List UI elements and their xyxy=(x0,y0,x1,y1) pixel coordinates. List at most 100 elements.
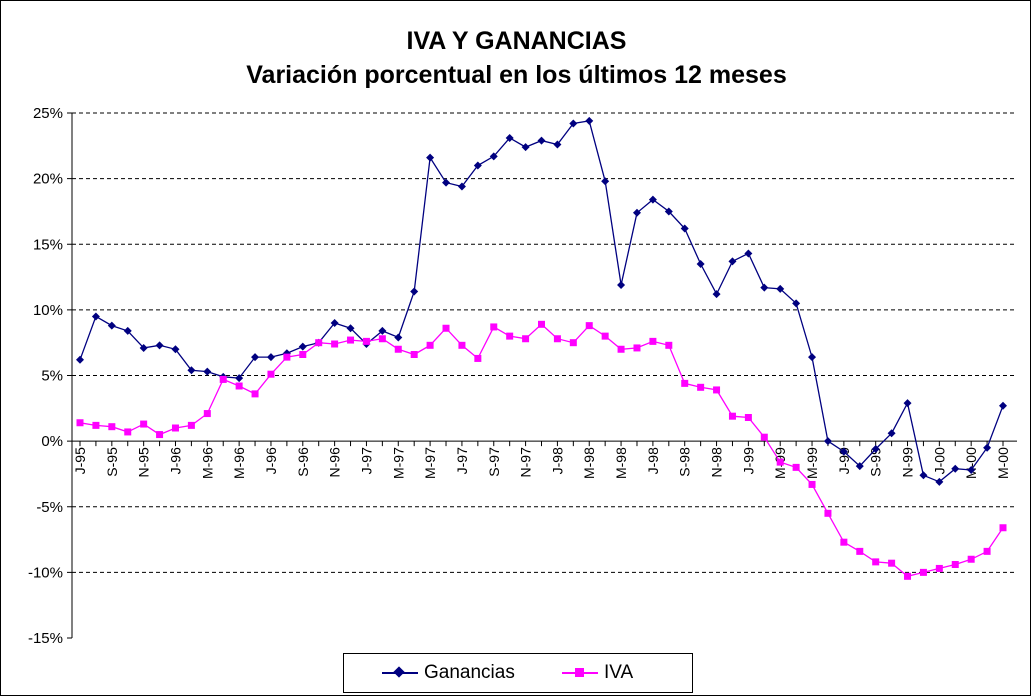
x-tick-label: M-96 xyxy=(231,447,247,479)
data-point-ganancias xyxy=(617,280,626,289)
data-point-ganancias xyxy=(473,161,482,170)
data-point-iva xyxy=(824,509,832,517)
data-point-iva xyxy=(569,339,577,347)
data-point-iva xyxy=(442,324,450,332)
data-point-ganancias xyxy=(139,343,148,352)
data-point-iva xyxy=(808,480,816,488)
data-point-ganancias xyxy=(378,326,387,335)
y-tick-label: 10% xyxy=(33,302,63,319)
data-point-ganancias xyxy=(855,462,864,471)
x-tick-label: S-97 xyxy=(486,447,502,477)
data-point-iva xyxy=(697,383,705,391)
data-point-ganancias xyxy=(808,353,817,362)
chart-title: IVA Y GANANCIAS xyxy=(406,27,627,55)
data-point-iva xyxy=(601,332,609,340)
x-tick-label: J-00 xyxy=(931,447,947,474)
data-point-ganancias xyxy=(744,249,753,258)
legend-label-ganancias: Ganancias xyxy=(424,662,515,683)
data-point-iva xyxy=(76,419,84,427)
data-point-iva xyxy=(267,370,275,378)
data-point-iva xyxy=(792,463,800,471)
x-tick-label: J-96 xyxy=(263,447,279,474)
data-point-iva xyxy=(315,339,323,347)
data-point-iva xyxy=(999,524,1007,532)
data-point-ganancias xyxy=(983,443,992,452)
data-point-iva xyxy=(919,568,927,576)
x-tick-label: M-98 xyxy=(613,447,629,479)
data-point-ganancias xyxy=(537,136,546,145)
chart-subtitle: Variación porcentual en los últimos 12 m… xyxy=(246,61,787,89)
data-point-ganancias xyxy=(903,399,912,408)
legend-item-iva: IVA xyxy=(562,662,633,684)
data-point-ganancias xyxy=(680,224,689,233)
data-point-iva xyxy=(760,433,768,441)
x-tick-label: M-00 xyxy=(963,447,979,479)
data-point-iva xyxy=(872,558,880,566)
data-point-iva xyxy=(935,564,943,572)
data-point-iva xyxy=(124,428,132,436)
data-point-ganancias xyxy=(569,119,578,128)
data-point-iva xyxy=(681,379,689,387)
data-point-ganancias xyxy=(171,345,180,354)
data-point-iva xyxy=(251,390,259,398)
data-point-iva xyxy=(649,337,657,345)
data-point-ganancias xyxy=(601,177,610,186)
data-point-iva xyxy=(904,572,912,580)
data-point-ganancias xyxy=(521,143,530,152)
data-point-ganancias xyxy=(457,182,466,191)
data-point-iva xyxy=(840,538,848,546)
y-tick-label: 25% xyxy=(33,105,63,122)
data-point-iva xyxy=(713,386,721,394)
data-point-ganancias xyxy=(266,353,275,362)
x-tick-label: M-98 xyxy=(581,447,597,479)
data-point-iva xyxy=(347,336,355,344)
data-point-iva xyxy=(585,322,593,330)
legend-swatch-ganancias xyxy=(382,663,418,683)
data-point-ganancias xyxy=(919,471,928,480)
x-tick-label: J-97 xyxy=(454,447,470,474)
x-tick-label: N-95 xyxy=(136,447,152,478)
data-point-iva xyxy=(410,351,418,358)
legend-item-ganancias: Ganancias xyxy=(382,662,515,684)
x-tick-label: S-95 xyxy=(104,447,120,477)
data-point-ganancias xyxy=(91,312,100,321)
data-point-iva xyxy=(219,375,227,383)
data-point-iva xyxy=(728,412,736,420)
x-tick-label: J-96 xyxy=(167,447,183,474)
data-point-ganancias xyxy=(123,326,132,335)
data-point-iva xyxy=(522,335,530,343)
data-point-iva xyxy=(108,423,116,431)
data-point-iva xyxy=(474,354,482,362)
data-point-ganancias xyxy=(298,342,307,351)
x-tick-label: J-99 xyxy=(836,447,852,474)
data-point-iva xyxy=(490,323,498,331)
x-tick-label: M-99 xyxy=(804,447,820,479)
data-point-ganancias xyxy=(155,341,164,350)
data-point-ganancias xyxy=(776,284,785,293)
data-point-ganancias xyxy=(696,259,705,268)
data-point-iva xyxy=(458,341,466,349)
data-point-ganancias xyxy=(410,287,419,296)
data-point-iva xyxy=(283,353,291,361)
data-point-iva xyxy=(426,341,434,349)
x-tick-label: M-97 xyxy=(390,447,406,479)
x-tick-label: J-97 xyxy=(358,447,374,474)
x-tick-label: S-99 xyxy=(868,447,884,477)
data-point-ganancias xyxy=(76,355,84,364)
data-point-ganancias xyxy=(585,116,594,125)
x-tick-label: N-97 xyxy=(518,447,534,478)
data-point-ganancias xyxy=(442,178,451,187)
data-point-ganancias xyxy=(251,353,260,362)
data-point-ganancias xyxy=(235,374,244,383)
data-point-ganancias xyxy=(203,367,212,376)
legend-label-iva: IVA xyxy=(604,662,634,683)
data-point-ganancias xyxy=(330,319,339,327)
data-point-iva xyxy=(633,344,641,352)
y-tick-label: -5% xyxy=(36,499,63,516)
data-point-iva xyxy=(506,332,514,340)
x-tick-label: J-95 xyxy=(72,447,88,474)
data-point-ganancias xyxy=(553,140,562,149)
data-point-ganancias xyxy=(712,290,721,299)
